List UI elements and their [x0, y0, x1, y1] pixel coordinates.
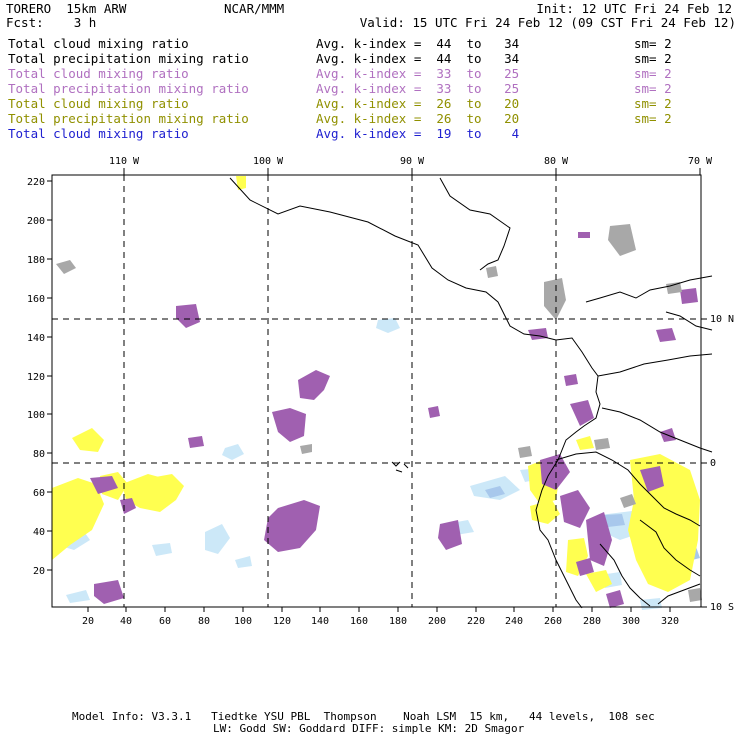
- x-tick-label: 100: [234, 616, 252, 627]
- legend-field-name: Total precipitation mixing ratio: [8, 111, 249, 126]
- legend-row: Total cloud mixing ratio Avg. k-index = …: [8, 126, 728, 141]
- lon-label: 70 W: [688, 156, 713, 167]
- lon-label: 90 W: [400, 156, 425, 167]
- lon-label: 100 W: [253, 156, 284, 167]
- coastlines: [229, 177, 713, 609]
- y-tick-label: 120: [27, 372, 45, 383]
- legend-kindex: Avg. k-index = 26 to 20: [316, 111, 520, 126]
- legend-field-name: Total cloud mixing ratio: [8, 96, 189, 111]
- x-tick-label: 280: [583, 616, 601, 627]
- y-tick-label: 160: [27, 294, 45, 305]
- legend-field-name: Total precipitation mixing ratio: [8, 81, 249, 96]
- x-tick-label: 260: [544, 616, 562, 627]
- legend-row: Total cloud mixing ratio Avg. k-index = …: [8, 36, 728, 51]
- x-tick-label: 240: [505, 616, 523, 627]
- x-tick-label: 220: [467, 616, 485, 627]
- y-tick-label: 180: [27, 255, 45, 266]
- model-physics-line: LW: Godd SW: Goddard DIFF: simple KM: 2D…: [213, 722, 525, 735]
- y-tick-label: 20: [33, 566, 45, 577]
- lat-label: 0: [710, 458, 716, 469]
- x-grid-index-labels: 20 40 60 80 100 120 140 160 180 200 220 …: [82, 616, 679, 627]
- x-tick-label: 20: [82, 616, 94, 627]
- legend-row: Total cloud mixing ratio Avg. k-index = …: [8, 66, 728, 81]
- y-tick-label: 80: [33, 449, 45, 460]
- legend-row: Total cloud mixing ratio Avg. k-index = …: [8, 96, 728, 111]
- lon-label: 80 W: [544, 156, 569, 167]
- y-tick-label: 200: [27, 216, 45, 227]
- y-tick-label: 60: [33, 488, 45, 499]
- legend-field-name: Total cloud mixing ratio: [8, 126, 189, 141]
- init-time: Init: 12 UTC Fri 24 Feb 12: [536, 1, 732, 16]
- x-tick-label: 200: [428, 616, 446, 627]
- model-info-line: Model Info: V3.3.1 Tiedtke YSU PBL Thomp…: [72, 710, 655, 723]
- lat-label: 10 S: [710, 602, 734, 613]
- legend-kindex: Avg. k-index = 19 to 4: [316, 126, 520, 141]
- lat-tick-marks: [701, 318, 707, 608]
- lon-label: 110 W: [109, 156, 140, 167]
- longitude-labels: 110 W 100 W 90 W 80 W 70 W: [109, 156, 713, 167]
- x-tick-marks: [87, 607, 671, 612]
- y-tick-marks: [47, 180, 52, 571]
- legend-kindex: Avg. k-index = 33 to 25: [316, 81, 520, 96]
- map-frame: [51, 174, 702, 608]
- latitude-labels: 10 N 0 10 S: [710, 314, 734, 613]
- lat-label: 10 N: [710, 314, 734, 325]
- legend-field-name: Total precipitation mixing ratio: [8, 51, 249, 66]
- y-tick-label: 220: [27, 177, 45, 188]
- y-grid-index-labels: 220 200 180 160 140 120 100 80 60 40 20: [27, 177, 45, 577]
- x-tick-label: 80: [198, 616, 210, 627]
- legend-smoothing: sm= 2: [634, 51, 672, 66]
- lon-tick-marks: [123, 168, 701, 175]
- legend-smoothing: sm= 2: [634, 36, 672, 51]
- legend-row: Total precipitation mixing ratio Avg. k-…: [8, 81, 728, 96]
- gray-cloud-areas: [56, 224, 702, 602]
- y-tick-label: 100: [27, 410, 45, 421]
- valid-time: Valid: 15 UTC Fri 24 Feb 12 (09 CST Fri …: [359, 15, 736, 30]
- x-tick-label: 300: [622, 616, 640, 627]
- x-tick-label: 140: [311, 616, 329, 627]
- x-tick-label: 60: [159, 616, 171, 627]
- legend-kindex: Avg. k-index = 44 to 34: [316, 36, 520, 51]
- x-tick-label: 320: [661, 616, 679, 627]
- legend-smoothing: sm= 2: [634, 111, 672, 126]
- legend-kindex: Avg. k-index = 33 to 25: [316, 66, 520, 81]
- lat-lon-gridlines: [52, 175, 701, 607]
- x-tick-label: 160: [350, 616, 368, 627]
- legend-row: Total precipitation mixing ratio Avg. k-…: [8, 51, 728, 66]
- legend-field-name: Total cloud mixing ratio: [8, 66, 189, 81]
- x-tick-label: 40: [120, 616, 132, 627]
- y-tick-label: 140: [27, 333, 45, 344]
- x-tick-label: 180: [389, 616, 407, 627]
- legend-smoothing: sm= 2: [634, 66, 672, 81]
- legend-kindex: Avg. k-index = 44 to 34: [316, 51, 520, 66]
- x-tick-label: 120: [273, 616, 291, 627]
- organization: NCAR/MMM: [224, 1, 285, 16]
- legend-kindex: Avg. k-index = 26 to 20: [316, 96, 520, 111]
- legend-smoothing: sm= 2: [634, 96, 672, 111]
- model-title: TORERO 15km ARW: [6, 1, 127, 16]
- legend-smoothing: sm= 2: [634, 81, 672, 96]
- y-tick-label: 40: [33, 527, 45, 538]
- legend-row: Total precipitation mixing ratio Avg. k-…: [8, 111, 728, 126]
- light-blue-cloud-areas: [58, 318, 662, 610]
- legend-field-name: Total cloud mixing ratio: [8, 36, 189, 51]
- forecast-hour: Fcst: 3 h: [6, 15, 97, 30]
